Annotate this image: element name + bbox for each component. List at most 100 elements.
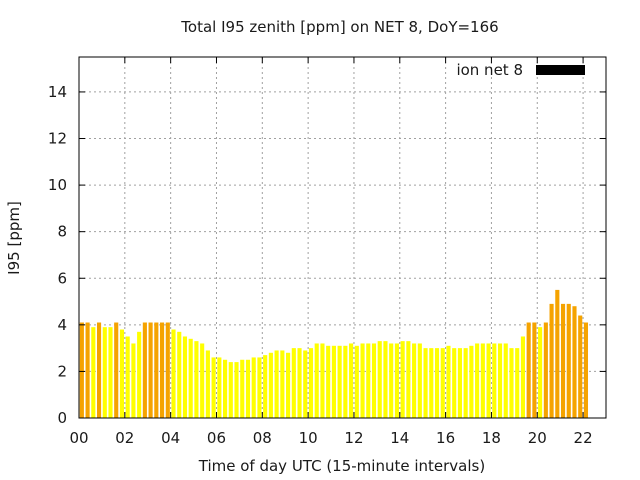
bar xyxy=(469,345,474,418)
y-tick-label: 6 xyxy=(57,269,67,287)
bar xyxy=(274,350,279,418)
bar xyxy=(480,343,485,418)
bar xyxy=(165,322,170,418)
bar xyxy=(200,343,205,418)
x-tick-label: 02 xyxy=(115,429,134,447)
bar xyxy=(268,352,273,418)
bar xyxy=(79,322,84,418)
x-tick-label: 22 xyxy=(574,429,593,447)
bar xyxy=(194,341,199,418)
x-tick-label: 16 xyxy=(436,429,455,447)
bar xyxy=(343,345,348,418)
legend-label: ion net 8 xyxy=(456,61,523,79)
x-tick-label: 18 xyxy=(482,429,501,447)
x-tick-label: 14 xyxy=(390,429,409,447)
y-tick-label: 2 xyxy=(57,362,67,380)
bars xyxy=(79,289,589,418)
bar xyxy=(234,362,239,418)
bar xyxy=(434,348,440,418)
bar xyxy=(349,343,354,418)
bar xyxy=(377,341,382,418)
y-tick-label: 12 xyxy=(48,130,67,148)
bar xyxy=(394,343,399,418)
bar xyxy=(532,322,537,418)
y-tick-label: 0 xyxy=(57,409,67,427)
bar xyxy=(371,343,377,418)
bar xyxy=(360,343,365,418)
bar xyxy=(486,343,491,418)
bar xyxy=(497,343,503,418)
bar xyxy=(538,327,543,418)
bar xyxy=(131,343,136,418)
y-tick-label: 8 xyxy=(57,223,67,241)
bar xyxy=(412,343,417,418)
y-tick-label: 4 xyxy=(57,316,67,334)
bar xyxy=(177,331,182,418)
legend: ion net 8 xyxy=(456,61,585,79)
bar xyxy=(251,357,256,418)
bar xyxy=(171,329,176,418)
bar xyxy=(240,359,245,418)
bar xyxy=(291,348,296,418)
bar xyxy=(148,322,153,418)
y-axis-label: I95 [ppm] xyxy=(5,201,23,275)
bar xyxy=(228,362,233,418)
bar xyxy=(245,359,251,418)
bar xyxy=(423,348,428,418)
bar xyxy=(286,352,291,418)
bar xyxy=(205,350,210,418)
bar xyxy=(475,343,480,418)
bar xyxy=(257,357,262,418)
bar xyxy=(452,348,457,418)
bar xyxy=(303,350,308,418)
bar xyxy=(572,306,577,418)
x-tick-label: 20 xyxy=(528,429,547,447)
bar xyxy=(211,357,216,418)
x-tick-label: 12 xyxy=(344,429,363,447)
bar xyxy=(429,348,434,418)
bar xyxy=(526,322,531,418)
bar xyxy=(566,303,571,418)
bar xyxy=(217,357,222,418)
bar xyxy=(354,345,359,418)
bar xyxy=(108,327,113,418)
bar xyxy=(91,327,96,418)
bar xyxy=(223,359,228,418)
bar xyxy=(383,341,388,418)
bar xyxy=(297,348,302,418)
bar xyxy=(119,329,125,418)
bar xyxy=(503,343,508,418)
bar xyxy=(263,355,268,418)
bar xyxy=(102,327,107,418)
bar xyxy=(308,348,314,418)
bar xyxy=(160,322,165,418)
y-tick-label: 14 xyxy=(48,83,67,101)
x-axis-label: Time of day UTC (15-minute intervals) xyxy=(198,457,485,475)
bar xyxy=(520,336,525,418)
plot-border xyxy=(78,56,607,419)
bar xyxy=(314,343,319,418)
bar xyxy=(182,336,188,418)
bar xyxy=(583,322,589,418)
bar xyxy=(114,322,119,418)
bar xyxy=(446,345,451,418)
y-tick-label: 10 xyxy=(48,176,67,194)
bar xyxy=(509,348,514,418)
bar xyxy=(457,348,462,418)
x-axis-ticks: 00 02 04 06 08 10 12 14 16 18 20 22 xyxy=(69,57,593,447)
x-tick-label: 08 xyxy=(253,429,272,447)
bar xyxy=(137,331,142,418)
bar xyxy=(440,348,445,418)
bar xyxy=(125,336,130,418)
bar xyxy=(337,345,342,418)
x-tick-label: 04 xyxy=(161,429,180,447)
bar xyxy=(96,322,102,418)
bar xyxy=(154,322,159,418)
bar xyxy=(560,303,566,418)
legend-swatch xyxy=(536,65,585,75)
bar xyxy=(188,338,193,418)
bar xyxy=(331,345,336,418)
bar xyxy=(417,343,422,418)
bar xyxy=(389,343,394,418)
